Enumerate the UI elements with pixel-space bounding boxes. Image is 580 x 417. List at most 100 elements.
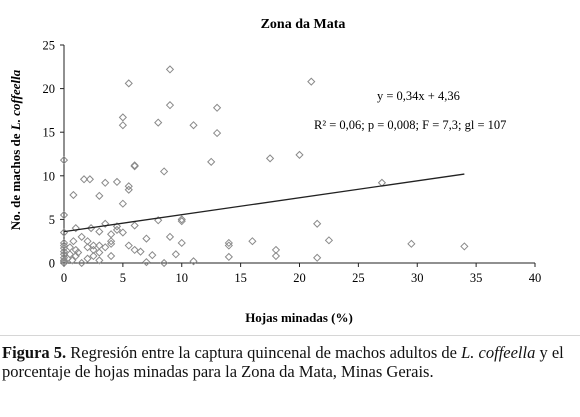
chart-title: Zona da Mata [261,17,346,32]
caption-text-1: Regresión entre la captura quincenal de … [66,343,462,362]
data-point [130,162,139,171]
data-point [106,251,116,261]
data-point [295,150,304,159]
data-point [95,191,104,200]
data-point [65,250,74,259]
data-point [77,232,86,241]
data-point [189,257,198,266]
x-axis-label: Hojas minadas (%) [245,310,353,325]
x-tick-label: 30 [411,271,424,285]
data-point [407,239,416,248]
data-point [165,232,175,241]
data-point [71,251,80,261]
data-point [224,241,233,250]
data-point [59,155,69,165]
data-point [118,199,127,208]
data-point [95,248,104,257]
x-tick-label: 15 [234,271,247,285]
data-point [112,177,122,187]
data-point [154,216,163,225]
x-ticks: 0 5 10 15 20 25 30 35 40 [61,263,541,285]
data-point [171,250,180,259]
y-axis-label-italic: L. coffeella [8,69,23,131]
data-point [65,243,74,252]
data-point [313,219,322,228]
data-point [159,167,169,176]
data-point [77,258,86,268]
data-point [71,224,80,233]
data-point [130,161,139,170]
data-point [106,230,116,239]
data-point [154,118,163,127]
data-point [79,175,89,184]
caption-divider [0,335,580,336]
data-point [83,237,92,246]
data-point [89,241,98,250]
x-tick-label: 35 [470,271,483,285]
data-points [59,65,469,268]
data-point [460,242,469,251]
x-tick-label: 10 [176,271,189,285]
x-tick-label: 25 [352,271,365,285]
regression-equation: y = 0,34x + 4,36 [377,89,460,103]
data-point [112,222,122,231]
data-point [165,101,175,110]
data-point [89,251,98,261]
data-point [189,121,198,130]
data-point [95,241,104,250]
data-point [142,234,151,243]
data-point [68,256,77,265]
data-point [89,245,98,255]
y-ticks: 0 5 10 15 20 25 [43,39,64,271]
data-point [101,219,110,228]
data-point [85,175,95,184]
y-tick-label: 10 [43,169,56,183]
trendline [63,173,465,233]
data-point [124,182,133,191]
data-point [101,243,110,252]
x-tick-label: 5 [120,271,126,285]
data-point [207,157,216,166]
axes [63,45,535,264]
data-point [59,238,69,248]
data-point [212,128,222,138]
data-point [106,237,116,246]
data-point [165,65,175,74]
data-point [148,251,157,260]
data-point [224,238,233,248]
data-point [95,256,104,265]
y-tick-label: 5 [49,213,55,227]
data-point [177,238,186,248]
data-point [177,215,186,224]
data-point [224,252,233,262]
y-axis-label-prefix: No. de machos de [8,130,23,230]
figure-caption: Figura 5. Regresión entre la captura qui… [2,343,578,381]
data-point [83,243,92,252]
data-point [112,225,122,234]
data-point [124,185,133,194]
data-point [248,237,257,246]
data-point [118,121,127,130]
data-point [324,236,334,245]
y-axis-label: No. de machos de L. coffeella [8,69,23,230]
data-point [212,103,222,112]
x-tick-label: 0 [61,271,67,285]
caption-text-2: y el porcentaje de hojas minadas para la… [2,343,564,381]
data-point [118,228,127,237]
data-point [136,247,145,256]
y-tick-label: 20 [43,82,56,96]
data-point [74,248,83,257]
data-point [142,258,151,267]
data-point [124,79,133,88]
scatter-chart: Zona da Mata 0 5 10 15 20 25 30 35 40 0 5 10 15 20 25… [8,17,541,325]
data-point [69,237,78,246]
data-point [106,239,116,248]
data-point [69,190,78,200]
data-point [130,245,139,255]
data-point [95,227,104,236]
data-point [59,210,69,220]
data-point [59,247,69,256]
data-point [265,154,275,163]
x-tick-label: 40 [529,271,542,285]
y-tick-label: 15 [43,126,56,140]
